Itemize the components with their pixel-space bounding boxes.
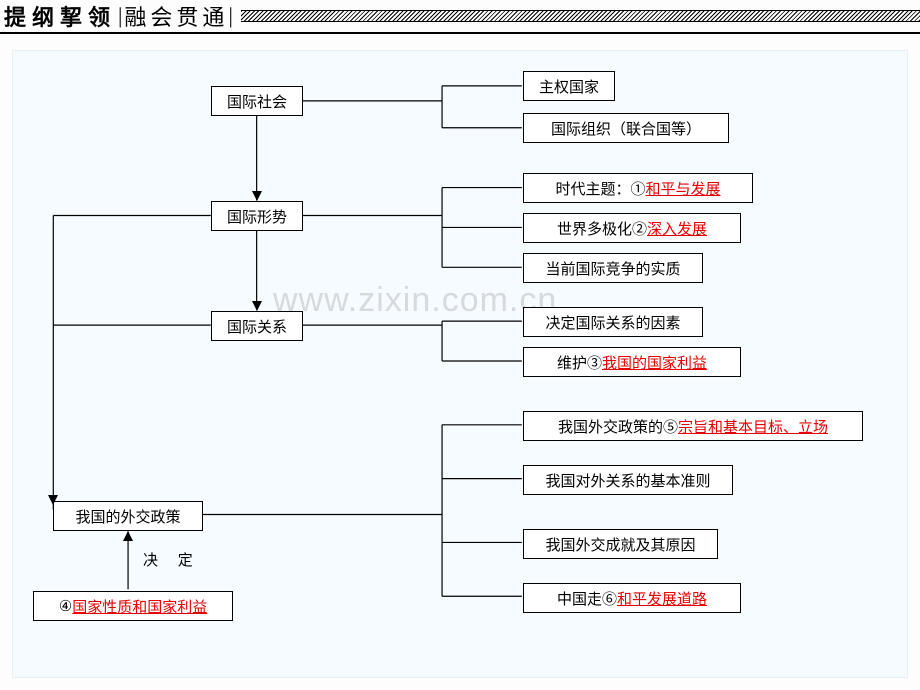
arrowhead-2	[48, 495, 58, 505]
header-title-2: 融会贯通	[124, 0, 228, 32]
node-r02: 国际组织（联合国等）	[523, 113, 729, 143]
header-title-1: 提纲挈领	[4, 0, 118, 32]
node-intl_relation: 国际关系	[211, 311, 303, 341]
decide-label: 决 定	[143, 549, 201, 570]
node-r03: 时代主题：① 和平与发展	[523, 173, 753, 203]
header: 提纲挈领 | 融会贯通 |	[0, 0, 920, 34]
arrowhead-1	[252, 301, 262, 311]
arrowhead-0	[252, 191, 262, 201]
node-intl_society: 国际社会	[211, 86, 303, 116]
node-bottom: ④ 国家性质和国家利益	[33, 591, 233, 621]
diagram-canvas: www.zixin.com.cn 国际社会国际形势国际关系我国的外交政策主权国家…	[12, 50, 908, 678]
node-r11: 中国走⑥ 和平发展道路	[523, 583, 741, 613]
node-r01: 主权国家	[523, 71, 615, 101]
node-r06: 决定国际关系的因素	[523, 307, 703, 337]
node-r07: 维护③ 我国的国家利益	[523, 347, 741, 377]
header-divider-2: |	[228, 3, 234, 29]
header-hatch	[241, 10, 920, 22]
node-intl_situation: 国际形势	[211, 201, 303, 231]
arrowhead-3	[123, 531, 133, 541]
node-r08: 我国外交政策的⑤ 宗旨和基本目标、立场	[523, 411, 863, 441]
diagram-layer: 国际社会国际形势国际关系我国的外交政策 主权国家国际组织（联合国等） 时代主题：① …	[13, 51, 907, 677]
node-r04: 世界多极化② 深入发展	[523, 213, 741, 243]
node-r09: 我国对外关系的基本准则	[523, 465, 733, 495]
node-r10: 我国外交成就及其原因	[523, 529, 718, 559]
node-r05: 当前国际竞争的实质	[523, 253, 703, 283]
node-foreign_policy: 我国的外交政策	[53, 501, 203, 531]
